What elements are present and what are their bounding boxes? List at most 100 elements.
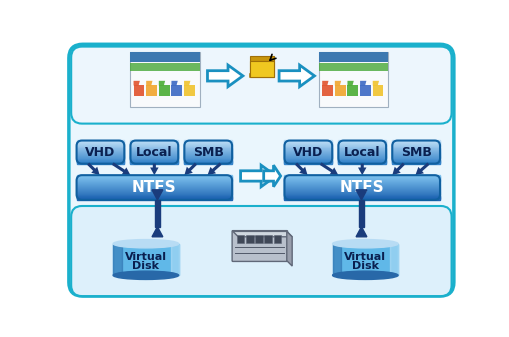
Bar — [130, 154, 178, 156]
Bar — [76, 197, 232, 199]
Bar — [284, 140, 331, 142]
Polygon shape — [322, 81, 328, 86]
Bar — [130, 161, 178, 163]
Polygon shape — [133, 81, 139, 86]
FancyBboxPatch shape — [69, 44, 453, 296]
Bar — [130, 160, 178, 162]
Polygon shape — [171, 81, 178, 86]
Bar — [284, 162, 331, 164]
Bar — [184, 159, 232, 160]
Text: Local: Local — [344, 146, 380, 159]
Polygon shape — [207, 65, 242, 87]
Polygon shape — [111, 162, 130, 175]
Bar — [391, 142, 439, 144]
Polygon shape — [355, 190, 366, 200]
Bar — [284, 197, 439, 199]
Bar — [284, 198, 439, 200]
Bar — [334, 86, 345, 96]
Bar — [284, 152, 331, 154]
Bar — [130, 144, 178, 146]
Bar — [284, 188, 439, 189]
Bar — [337, 151, 385, 153]
Bar — [130, 155, 178, 157]
Bar — [184, 162, 232, 164]
Bar — [391, 151, 439, 153]
Bar — [391, 160, 439, 162]
Bar — [337, 154, 385, 156]
Bar — [264, 235, 272, 243]
Bar — [391, 155, 439, 157]
Polygon shape — [240, 165, 275, 187]
Bar — [184, 147, 232, 148]
Bar — [391, 153, 439, 155]
Bar — [76, 149, 124, 150]
Bar — [76, 191, 232, 193]
Ellipse shape — [113, 271, 178, 279]
Bar — [337, 144, 385, 146]
Bar — [245, 235, 253, 243]
Bar — [76, 188, 232, 189]
Bar — [130, 156, 178, 158]
Bar — [391, 143, 439, 145]
Bar — [391, 140, 439, 142]
Bar — [284, 143, 331, 145]
Bar — [391, 149, 439, 151]
Bar — [76, 196, 232, 198]
Bar — [337, 160, 385, 162]
Polygon shape — [414, 162, 429, 175]
Bar — [391, 162, 439, 164]
Bar — [284, 149, 331, 151]
Bar — [391, 144, 439, 146]
Polygon shape — [158, 81, 165, 86]
Polygon shape — [263, 165, 280, 187]
Bar — [184, 146, 232, 147]
Bar — [130, 142, 178, 144]
Bar — [76, 185, 232, 186]
Bar — [184, 149, 232, 150]
Bar — [130, 162, 178, 164]
Polygon shape — [207, 162, 221, 175]
Bar — [391, 145, 439, 147]
Bar — [284, 159, 331, 161]
Bar — [184, 148, 232, 149]
Bar — [184, 150, 232, 152]
Bar — [76, 151, 124, 153]
Bar — [76, 180, 232, 182]
Bar — [284, 179, 439, 181]
Bar — [155, 200, 159, 227]
Bar — [130, 147, 178, 148]
Bar — [284, 156, 331, 158]
Bar — [337, 162, 385, 164]
Bar — [184, 151, 232, 153]
Bar — [337, 158, 385, 159]
Bar — [284, 182, 439, 183]
Bar — [337, 159, 385, 160]
Bar — [337, 161, 385, 163]
Bar — [337, 156, 385, 158]
FancyBboxPatch shape — [71, 206, 450, 296]
Bar — [322, 86, 332, 96]
Bar — [130, 158, 178, 159]
Bar — [284, 176, 439, 178]
Bar — [76, 142, 124, 144]
Polygon shape — [391, 162, 404, 175]
Bar — [76, 179, 232, 181]
Bar — [184, 158, 232, 159]
Bar — [76, 190, 232, 191]
Bar — [130, 63, 200, 71]
Bar — [130, 148, 178, 149]
Bar — [76, 159, 124, 160]
Bar — [284, 161, 331, 163]
Bar — [337, 155, 385, 157]
Bar — [130, 150, 178, 152]
Bar — [391, 158, 439, 159]
Bar — [184, 155, 232, 157]
Polygon shape — [184, 162, 196, 175]
Bar — [184, 141, 232, 143]
Bar — [130, 141, 178, 143]
Text: VHD: VHD — [85, 146, 116, 159]
Bar — [113, 244, 122, 275]
Bar — [184, 157, 232, 158]
Bar — [76, 176, 232, 178]
Bar — [184, 156, 232, 158]
